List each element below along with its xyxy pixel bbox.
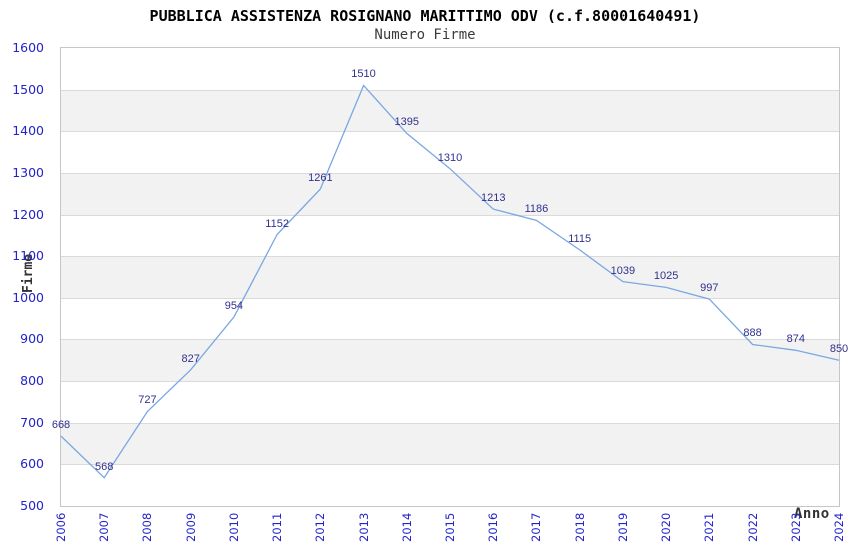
data-point-label: 850 [829, 343, 849, 356]
data-point-label: 954 [224, 299, 244, 312]
y-tick-label: 900 [20, 331, 44, 347]
series-svg [60, 84, 840, 479]
grid-band [61, 89, 839, 132]
data-point-label: 1310 [437, 151, 463, 164]
x-tick-label: 2017 [529, 512, 544, 542]
data-point-label: 1186 [524, 203, 549, 216]
data-point-label: 1025 [653, 270, 679, 283]
x-tick-label: 2020 [659, 512, 674, 542]
data-point-label: 1261 [308, 172, 333, 185]
grid-line [61, 339, 839, 341]
grid-line [61, 297, 839, 299]
y-tick-label: 1400 [12, 123, 44, 139]
data-point-label: 1039 [610, 264, 636, 277]
x-tick-label: 2016 [486, 512, 501, 542]
grid-line [61, 172, 839, 174]
y-tick-label: 500 [20, 498, 44, 513]
data-point-label: 1115 [568, 232, 592, 245]
grid-line [61, 131, 839, 133]
y-tick-label: 1600 [12, 40, 44, 55]
grid-line [61, 89, 839, 91]
data-point-label: 1213 [480, 192, 506, 205]
grid-band [61, 422, 839, 465]
y-tick-label: 600 [20, 456, 44, 472]
x-tick-label: 2007 [97, 512, 112, 542]
data-point-label: 874 [786, 333, 805, 346]
grid-line [61, 464, 839, 466]
x-tick-label: 2023 [788, 512, 803, 542]
x-tick-label: 2012 [313, 512, 328, 542]
y-tick-label: 1100 [12, 248, 44, 264]
x-tick-label: 2019 [615, 512, 630, 542]
data-point-label: 568 [95, 460, 114, 473]
grid-line [61, 422, 839, 424]
x-tick-label: 2022 [745, 512, 760, 542]
data-point-label: 727 [138, 394, 157, 407]
x-tick-label: 2013 [356, 512, 371, 542]
x-tick-label: 2006 [54, 512, 68, 542]
data-point-label: 1152 [265, 217, 289, 230]
chart-title: PUBBLICA ASSISTENZA ROSIGNANO MARITTIMO … [149, 7, 701, 25]
plot-area: 668 568 727 827 954 1152 1261 1510 1395 1310 1213 1… [52, 47, 848, 507]
y-tick-label: 700 [20, 414, 44, 430]
x-tick-label: 2024 [832, 512, 846, 542]
data-point-label: 827 [181, 352, 200, 365]
y-tick-label: 1300 [12, 164, 44, 180]
grid-band [61, 339, 839, 382]
data-point-label: 997 [700, 282, 719, 295]
data-point-label: 668 [51, 419, 71, 432]
data-point-label: 1395 [394, 116, 420, 129]
y-tick-label: 1000 [12, 289, 44, 305]
grid-line [61, 381, 839, 383]
data-point-label: 1510 [351, 68, 376, 81]
x-tick-label: 2011 [270, 512, 285, 542]
x-tick-label: 2018 [572, 512, 587, 542]
x-axis-title: Anno [794, 506, 830, 522]
grid-line [61, 214, 839, 216]
grid-band [61, 256, 839, 298]
y-tick-label: 1500 [12, 81, 44, 97]
x-tick-label: 2021 [702, 512, 717, 542]
data-point-label: 888 [743, 327, 762, 340]
x-tick-label: 2014 [399, 512, 414, 542]
grid-band [61, 172, 839, 215]
y-tick-label: 800 [20, 373, 44, 389]
y-tick-label: 1200 [12, 206, 44, 222]
chart-subtitle: Numero Firme [374, 27, 476, 43]
x-tick-label: 2009 [183, 512, 198, 542]
series-line [60, 84, 840, 479]
grid-line [61, 256, 839, 258]
x-tick-label: 2010 [226, 512, 241, 542]
x-tick-label: 2015 [443, 512, 457, 542]
x-tick-label: 2008 [140, 512, 155, 542]
